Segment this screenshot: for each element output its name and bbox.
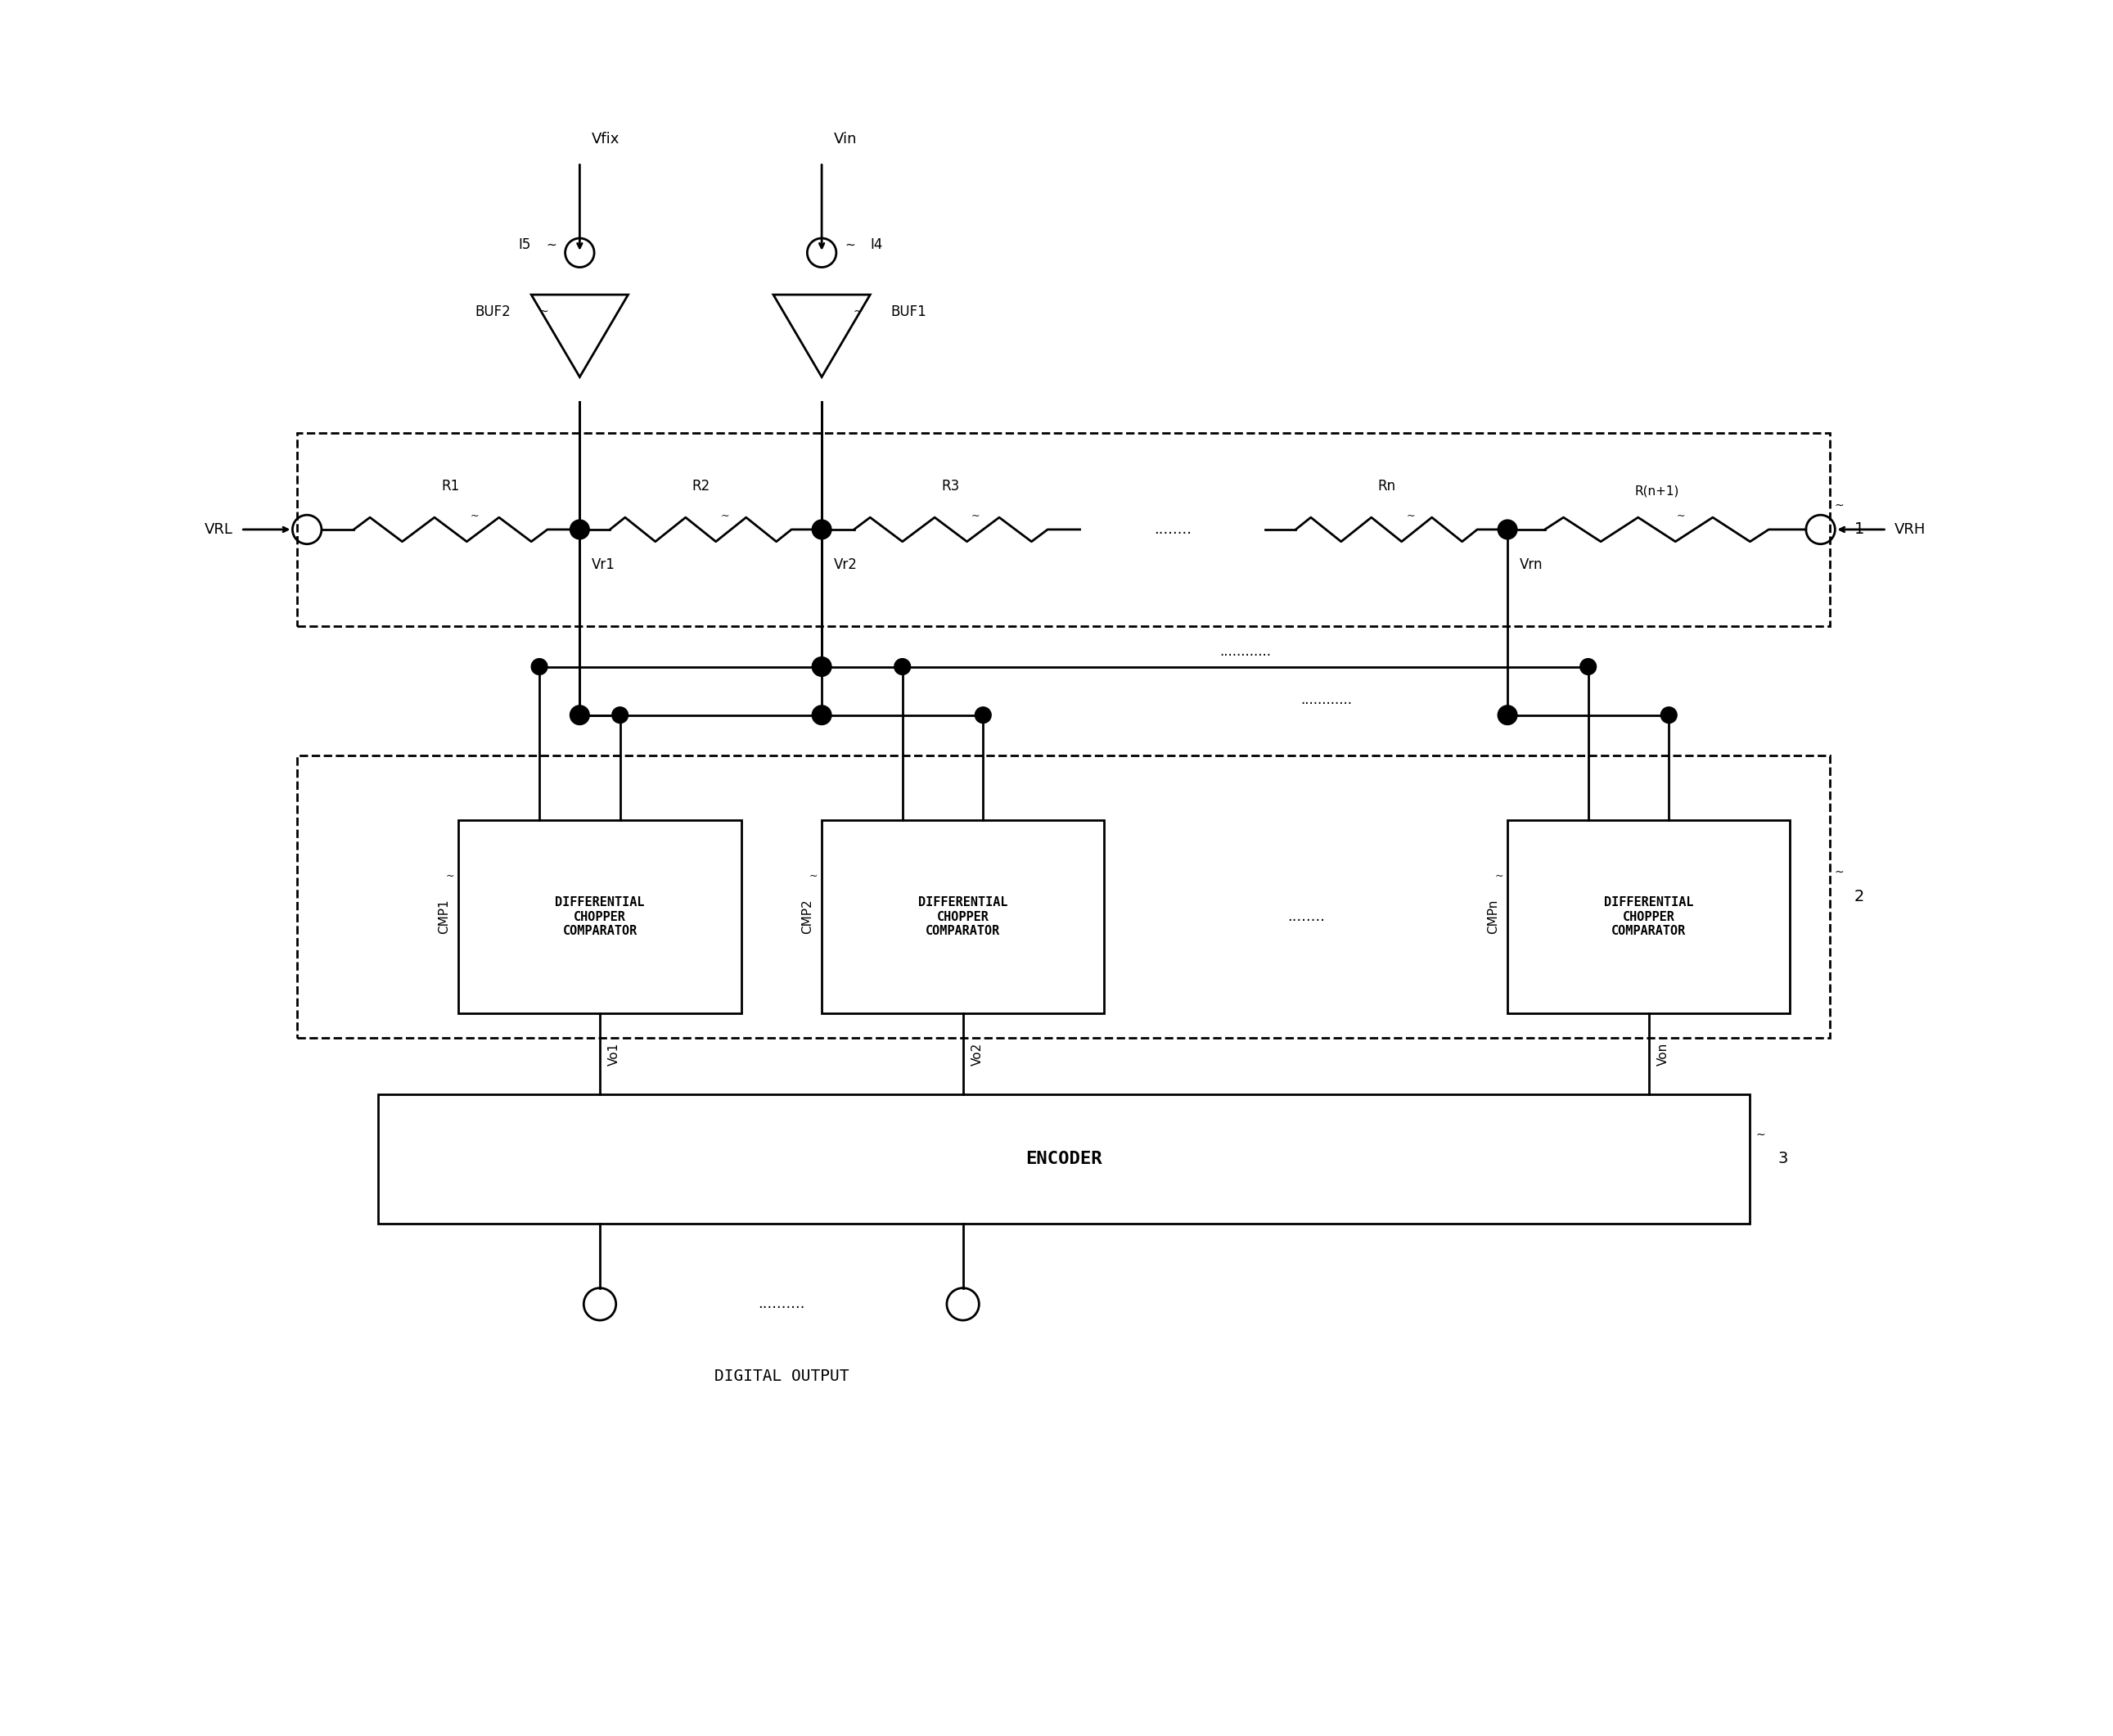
Text: Vo2: Vo2 — [972, 1042, 983, 1066]
Bar — [1507, 819, 1790, 1014]
Circle shape — [1498, 519, 1517, 540]
Text: ~: ~ — [1834, 866, 1845, 878]
Text: I4: I4 — [871, 238, 883, 252]
Circle shape — [530, 658, 547, 675]
Circle shape — [1498, 705, 1517, 724]
Circle shape — [974, 707, 991, 724]
Text: CMPn: CMPn — [1488, 899, 1500, 934]
Text: ........: ........ — [1287, 910, 1325, 924]
Text: 2: 2 — [1855, 889, 1864, 904]
Text: BUF2: BUF2 — [475, 304, 511, 319]
Circle shape — [811, 656, 830, 677]
Circle shape — [894, 658, 911, 675]
Text: Vr1: Vr1 — [592, 557, 615, 573]
Text: CMP1: CMP1 — [437, 899, 450, 934]
Text: ~: ~ — [1834, 500, 1845, 510]
Text: ~: ~ — [547, 238, 556, 250]
Text: Vr2: Vr2 — [835, 557, 858, 573]
Text: Von: Von — [1657, 1042, 1669, 1066]
Text: R(n+1): R(n+1) — [1635, 484, 1680, 496]
Circle shape — [571, 705, 590, 724]
Bar — [459, 819, 742, 1014]
Text: Rn: Rn — [1378, 479, 1395, 493]
Text: ~: ~ — [970, 510, 978, 521]
Text: R3: R3 — [942, 479, 959, 493]
Text: ~: ~ — [845, 238, 856, 250]
Text: DIFFERENTIAL
CHOPPER
COMPARATOR: DIFFERENTIAL CHOPPER COMPARATOR — [1604, 896, 1693, 937]
Text: DIFFERENTIAL
CHOPPER
COMPARATOR: DIFFERENTIAL CHOPPER COMPARATOR — [919, 896, 1008, 937]
Text: Vin: Vin — [835, 132, 858, 146]
Text: BUF1: BUF1 — [890, 304, 925, 319]
Text: ~: ~ — [854, 306, 862, 318]
Text: ~: ~ — [1407, 510, 1416, 521]
Text: Vo1: Vo1 — [609, 1042, 621, 1066]
Text: 3: 3 — [1777, 1151, 1788, 1167]
Text: DIFFERENTIAL
CHOPPER
COMPARATOR: DIFFERENTIAL CHOPPER COMPARATOR — [556, 896, 644, 937]
Text: ........: ........ — [1154, 523, 1192, 536]
Text: Vrn: Vrn — [1519, 557, 1542, 573]
Text: ~: ~ — [1494, 871, 1504, 882]
Text: ~: ~ — [1676, 510, 1686, 521]
Circle shape — [811, 705, 830, 724]
Bar — [378, 1094, 1750, 1224]
Text: ............: ............ — [1219, 644, 1272, 658]
Bar — [298, 755, 1830, 1038]
Bar — [298, 432, 1830, 627]
Text: ~: ~ — [721, 510, 729, 521]
Circle shape — [1661, 707, 1678, 724]
Text: ..........: .......... — [759, 1297, 805, 1311]
Text: I5: I5 — [518, 238, 530, 252]
Text: VRH: VRH — [1895, 523, 1927, 536]
Text: DIGITAL OUTPUT: DIGITAL OUTPUT — [714, 1368, 849, 1384]
Text: ~: ~ — [809, 871, 818, 882]
Text: ~: ~ — [471, 510, 480, 521]
Text: R2: R2 — [691, 479, 710, 493]
Circle shape — [613, 707, 628, 724]
Circle shape — [1581, 658, 1595, 675]
Bar — [822, 819, 1105, 1014]
Text: ~: ~ — [1756, 1128, 1766, 1141]
Text: CMP2: CMP2 — [801, 899, 814, 934]
Text: Vfix: Vfix — [592, 132, 619, 146]
Text: ~: ~ — [539, 306, 547, 318]
Circle shape — [811, 519, 830, 540]
Text: ENCODER: ENCODER — [1025, 1151, 1103, 1167]
Text: ~: ~ — [446, 871, 454, 882]
Text: 1: 1 — [1855, 523, 1864, 536]
Text: R1: R1 — [442, 479, 461, 493]
Text: VRL: VRL — [205, 523, 232, 536]
Text: ............: ............ — [1299, 693, 1352, 707]
Circle shape — [571, 519, 590, 540]
